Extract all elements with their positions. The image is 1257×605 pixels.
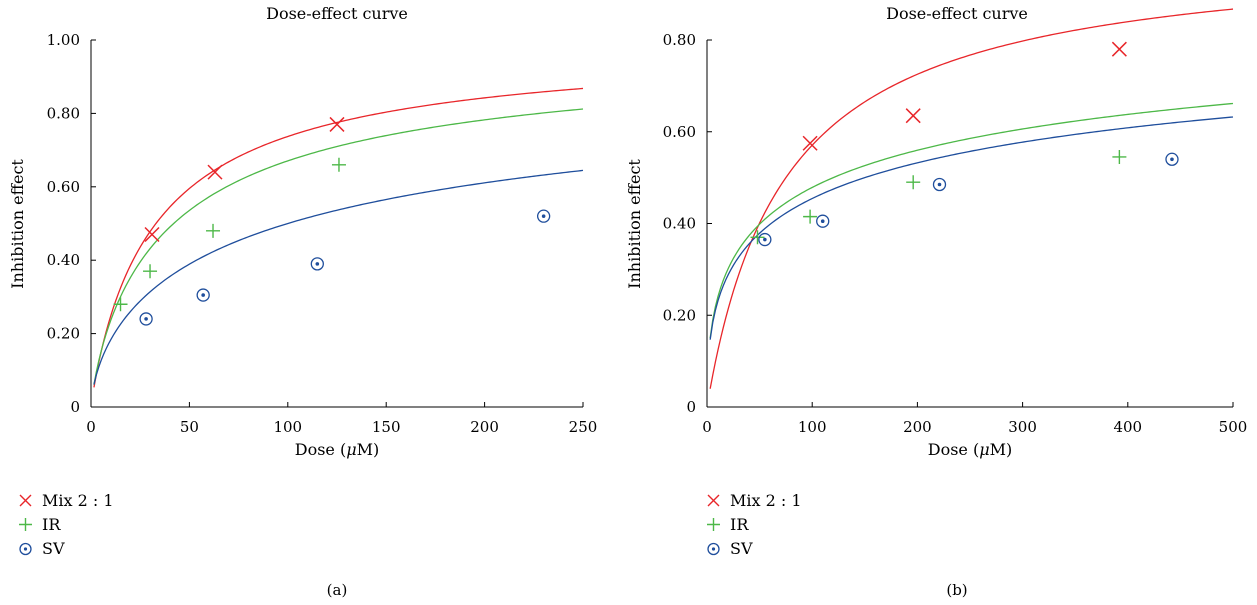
data-point-circle xyxy=(139,312,153,326)
x-tick-label: 50 xyxy=(180,418,199,436)
y-tick-label: 1.00 xyxy=(47,31,80,49)
data-point-plus xyxy=(750,230,765,245)
x-tick-label: 0 xyxy=(702,418,712,436)
x-ticks: 0 50 100 150 200 250 xyxy=(86,402,597,436)
fit-curves xyxy=(93,87,584,388)
legend-item-mix: Mix 2 : 1 xyxy=(19,491,114,510)
data-point-plus xyxy=(906,175,921,190)
legend-label: IR xyxy=(42,515,61,534)
data-point-x xyxy=(207,164,223,180)
legend-label: Mix 2 : 1 xyxy=(730,491,802,510)
x-tick-label: 300 xyxy=(1008,418,1037,436)
data-point-plus xyxy=(331,157,346,172)
chart-panel-b: Dose-effect curve 0 100 200 300 400 500 0 0.20… xyxy=(625,4,1247,599)
y-axis-title: Inhibition effect xyxy=(8,159,27,289)
data-points xyxy=(750,41,1179,247)
x-tick-label: 200 xyxy=(903,418,932,436)
data-point-circle xyxy=(758,232,772,247)
panel-label: (a) xyxy=(327,581,348,599)
legend-item-ir: IR xyxy=(707,515,749,534)
legend-label: Mix 2 : 1 xyxy=(42,491,114,510)
x-tick-label: 0 xyxy=(86,418,96,436)
x-axis-title: Dose (μM) xyxy=(928,440,1013,459)
x-marker-icon xyxy=(19,494,32,507)
y-tick-label: 0 xyxy=(70,398,80,416)
data-point-circle xyxy=(536,209,551,223)
chart-title: Dose-effect curve xyxy=(266,4,408,23)
data-point-x xyxy=(905,108,921,124)
x-axis-title: Dose (μM) xyxy=(295,440,380,459)
y-axis-title: Inhibition effect xyxy=(625,159,644,289)
data-point-circle xyxy=(816,214,830,228)
legend-label: SV xyxy=(730,539,753,558)
data-point-x xyxy=(1111,41,1127,57)
data-points xyxy=(113,116,551,326)
y-tick-label: 0.20 xyxy=(663,306,696,324)
fit-curve xyxy=(93,108,584,385)
y-tick-label: 0.60 xyxy=(47,178,80,196)
legend-item-sv: SV xyxy=(19,539,65,558)
data-point-plus xyxy=(143,264,158,279)
data-point-circle xyxy=(1165,152,1179,166)
legend-label: SV xyxy=(42,539,65,558)
y-tick-label: 0.20 xyxy=(47,325,80,343)
legend: Mix 2 : 1 IR SV xyxy=(19,491,114,558)
data-point-x xyxy=(144,226,160,243)
x-tick-label: 500 xyxy=(1219,418,1248,436)
legend-item-mix: Mix 2 : 1 xyxy=(707,491,802,510)
x-tick-label: 100 xyxy=(798,418,827,436)
fit-curve xyxy=(93,169,584,385)
plus-marker-icon xyxy=(707,518,720,531)
fit-curve xyxy=(709,102,1234,339)
x-tick-label: 150 xyxy=(372,418,401,436)
legend-label: IR xyxy=(730,515,749,534)
x-ticks: 0 100 200 300 400 500 xyxy=(702,402,1247,436)
data-point-circle xyxy=(932,177,947,192)
fit-curve xyxy=(93,87,584,388)
y-tick-label: 0 xyxy=(686,398,696,416)
fit-curves xyxy=(709,8,1234,389)
data-point-circle xyxy=(196,288,210,302)
chart-title: Dose-effect curve xyxy=(886,4,1028,23)
data-point-x xyxy=(802,135,818,151)
data-point-x xyxy=(329,116,345,132)
legend: Mix 2 : 1 IR SV xyxy=(707,491,802,558)
legend-item-sv: SV xyxy=(707,539,753,558)
x-tick-label: 250 xyxy=(569,418,598,436)
panel-label: (b) xyxy=(946,581,967,599)
y-ticks: 0 0.20 0.40 0.60 0.80 xyxy=(663,31,712,416)
y-tick-label: 0.60 xyxy=(663,123,696,141)
fit-curve xyxy=(709,116,1234,340)
fit-curve xyxy=(709,8,1234,389)
data-point-plus xyxy=(206,223,221,238)
plus-marker-icon xyxy=(19,518,32,531)
x-tick-label: 400 xyxy=(1113,418,1142,436)
x-marker-icon xyxy=(707,494,720,507)
y-tick-label: 0.40 xyxy=(663,215,696,233)
data-point-plus xyxy=(803,209,818,224)
data-point-plus xyxy=(1112,149,1127,164)
y-tick-label: 0.40 xyxy=(47,251,80,269)
y-tick-label: 0.80 xyxy=(663,31,696,49)
y-ticks: 0 0.20 0.40 0.60 0.80 1.00 xyxy=(47,31,96,416)
x-tick-label: 100 xyxy=(273,418,302,436)
legend-item-ir: IR xyxy=(19,515,61,534)
circle-dot-marker-icon xyxy=(707,542,720,556)
x-tick-label: 200 xyxy=(470,418,499,436)
data-point-circle xyxy=(310,257,324,271)
data-point-plus xyxy=(113,297,128,312)
chart-panel-a: Dose-effect curve 0 50 100 150 200 250 00.200… xyxy=(8,4,597,599)
circle-dot-marker-icon xyxy=(19,542,32,556)
y-tick-label: 0.80 xyxy=(47,104,80,122)
